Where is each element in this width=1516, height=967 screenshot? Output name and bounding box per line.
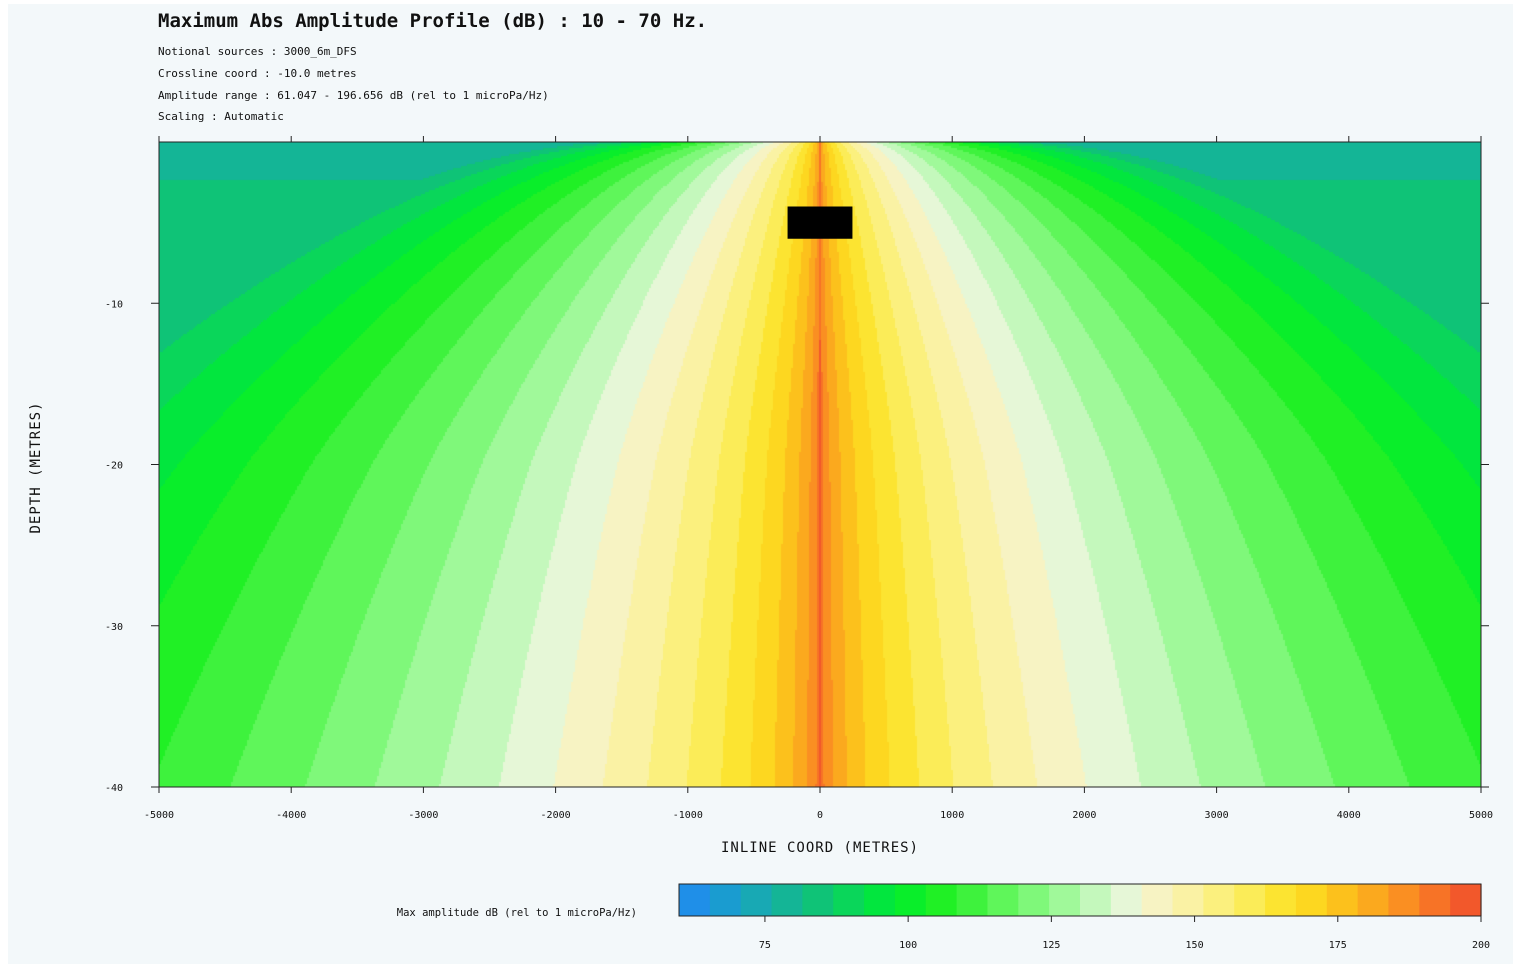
colorbar-tick-label: 100 [899,940,917,951]
colorbar-swatch [1141,884,1174,916]
heatmap-image [159,142,1481,787]
x-tick-label: -2000 [541,810,571,821]
colorbar [678,883,1482,917]
colorbar-swatch [740,884,773,916]
x-tick-label: -1000 [673,810,703,821]
colorbar-swatch [1080,884,1112,916]
colorbar-swatch [956,884,989,916]
y-tick-label: -30 [105,622,123,633]
y-axis-label: DEPTH (METRES) [28,401,44,533]
x-axis: -5000 -4000 -3000 -2000 -1000 0 1000 2000 3000 40… [144,136,1493,821]
y-axis: -10 -20 -30 -40 [105,299,1489,794]
colorbar-tick-label: 125 [1042,940,1060,951]
colorbar-tick-label: 150 [1186,940,1204,951]
colorbar-tick-label: 75 [759,940,771,951]
x-axis-label: INLINE COORD (METRES) [721,840,919,856]
colorbar-swatch [833,884,865,916]
y-tick-label: -10 [105,299,123,310]
x-tick-label: -5000 [144,810,174,821]
scaling-text: Scaling : Automatic [158,110,284,123]
x-tick-label: 2000 [1072,810,1096,821]
colorbar-ticks: 75 100 125 150 175 200 [759,916,1490,951]
colorbar-swatch [1049,884,1081,916]
colorbar-swatch [1265,884,1297,916]
x-tick-label: -3000 [408,810,438,821]
colorbar-swatch [1234,884,1266,916]
colorbar-swatch [679,884,711,916]
colorbar-swatch [987,884,1019,916]
y-tick-label: -40 [105,783,123,794]
colorbar-swatch [1172,884,1204,916]
heatmap-field [159,142,1481,787]
colorbar-swatch [1203,884,1235,916]
x-tick-label: 1000 [940,810,964,821]
colorbar-label: Max amplitude dB (rel to 1 microPa/Hz) [397,907,637,919]
x-tick-label: 4000 [1337,810,1361,821]
colorbar-swatch [1419,884,1451,916]
colorbar-swatch [894,884,927,916]
colorbar-swatch [709,884,742,916]
colorbar-swatch [1450,884,1482,916]
source-marker [787,206,853,239]
colorbar-swatch [1110,884,1143,916]
colorbar-border [678,883,1482,917]
x-tick-label: 5000 [1469,810,1493,821]
y-tick-label: -20 [105,461,123,472]
amplitude-range-text: Amplitude range : 61.047 - 196.656 dB (r… [158,89,549,102]
colorbar-swatch [1295,884,1328,916]
x-tick-label: -4000 [276,810,306,821]
colorbar-swatch [802,884,834,916]
x-tick-label: 0 [817,810,823,821]
colorbar-swatch [925,884,958,916]
colorbar-swatch [1388,884,1420,916]
colorbar-swatch [864,884,896,916]
x-tick-label: 3000 [1205,810,1229,821]
chart-title: Maximum Abs Amplitude Profile (dB) : 10 … [158,10,708,32]
colorbar-swatch [1357,884,1390,916]
colorbar-tick-label: 175 [1329,940,1347,951]
colorbar-swatch [771,884,803,916]
crossline-coord-text: Crossline coord : -10.0 metres [158,67,357,80]
colorbar-swatch [1018,884,1050,916]
notional-sources-text: Notional sources : 3000_6m_DFS [158,45,357,58]
colorbar-tick-label: 200 [1472,940,1490,951]
colorbar-swatch [1326,884,1359,916]
